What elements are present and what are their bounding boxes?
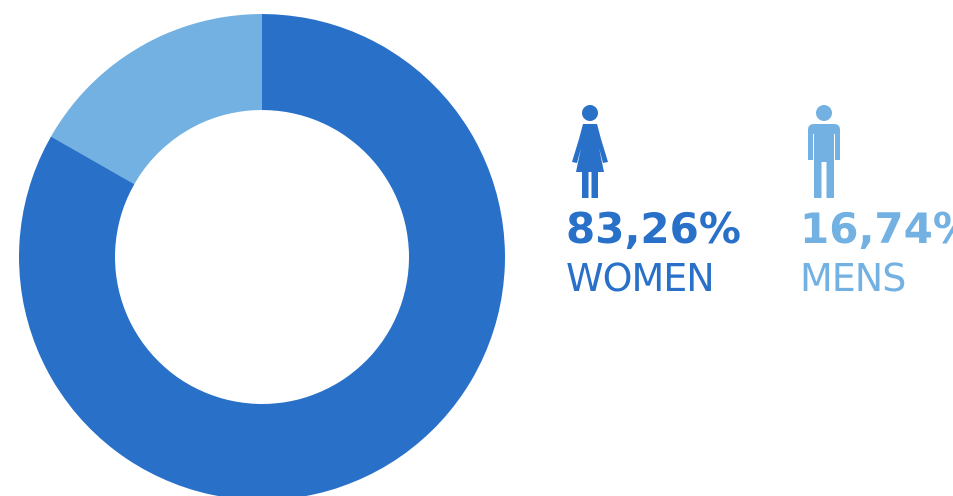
donut-slice-mens [50,14,262,185]
legend-item-women: 83,26% WOMEN [566,104,766,300]
legend-item-men: 16,74% MENS [800,104,953,300]
men-label: MENS [800,256,906,300]
men-percentage: 16,74% [800,204,953,253]
man-figure-icon [808,105,840,198]
women-label: WOMEN [566,256,715,300]
donut-chart [19,14,505,496]
donut-slice-women [19,14,505,496]
woman-figure-icon [572,105,608,198]
women-percentage: 83,26% [566,204,741,253]
